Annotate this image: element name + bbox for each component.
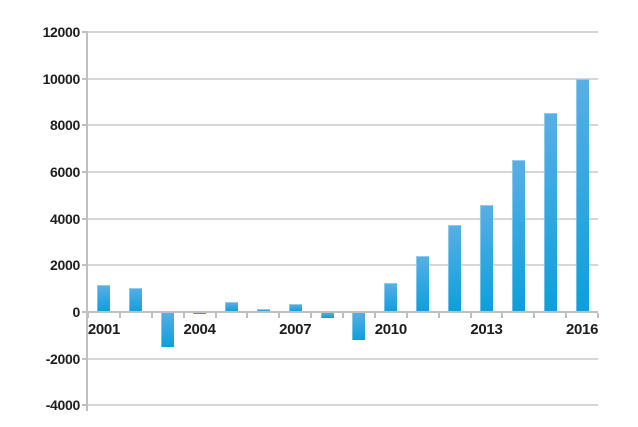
bar-2008 [320,312,334,318]
gridline-2000 [88,264,598,267]
x-axis-tick-0 [87,313,89,319]
x-axis-label-2010: 2010 [374,321,407,339]
bar-2006 [256,308,270,313]
x-axis-tick-10 [405,313,408,319]
y-axis-label-6000: 6000 [50,164,80,181]
x-axis-tick-9 [373,313,376,319]
x-axis-label-2007: 2007 [279,321,312,339]
y-axis-tick-10000 [82,77,88,80]
bar-2003 [161,312,175,348]
y-axis-label-10000: 10000 [42,70,81,87]
gridline-10000 [88,77,598,80]
x-axis-tick-11 [437,313,440,319]
y-axis-tick-8000 [82,124,88,127]
bar-2015 [543,112,557,313]
bar-2004 [193,312,207,315]
y-axis-tick-6000 [82,171,88,174]
x-axis-tick-6 [278,313,281,319]
x-axis-tick-5 [246,313,249,319]
bar-2005 [224,301,238,313]
x-axis-label-2004: 2004 [183,321,216,339]
y-axis-tick-2000 [82,264,88,267]
y-axis-label-2000: 2000 [50,257,80,274]
gridline-6000 [88,171,598,174]
x-axis-tick-13 [501,313,504,319]
y-axis-tick-12000 [82,31,88,33]
y-axis-tick-4000 [82,217,88,220]
gridline--2000 [88,357,598,360]
bar-2012 [448,224,462,313]
gridline-8000 [88,124,598,127]
bar-2016 [575,78,589,313]
y-axis-tick-0 [82,311,88,314]
bar-2011 [416,256,430,313]
y-axis-tick--4000 [82,404,88,407]
x-axis-tick-16 [597,313,599,319]
y-axis-label--4000: -4000 [45,397,81,414]
y-axis-tick--2000 [82,357,88,360]
bar-2009 [352,312,366,341]
bar-2001 [97,285,111,313]
x-axis-tick-15 [565,313,568,319]
gridline--4000 [88,404,598,407]
x-axis-tick-12 [469,313,472,319]
x-axis-label-2001: 2001 [87,321,121,339]
y-axis-label-4000: 4000 [50,210,80,227]
x-axis-tick-8 [342,313,344,319]
x-axis-tick-14 [533,313,536,319]
x-axis-tick-3 [182,313,185,319]
x-axis-label-2013: 2013 [470,321,503,339]
y-axis-label--2000: -2000 [45,350,81,367]
x-axis-label-2016: 2016 [565,321,599,339]
x-axis-tick-4 [214,313,217,319]
y-axis-label-0: 0 [72,304,81,321]
bar-2002 [129,287,143,313]
y-axis-line [86,32,88,412]
x-axis-tick-1 [118,313,121,319]
bar-2014 [511,160,525,313]
gridline-4000 [88,217,598,220]
x-axis-tick-2 [150,313,153,319]
y-axis-label-12000: 12000 [42,24,81,40]
gridline-12000 [88,31,598,33]
x-axis-tick-7 [310,313,313,319]
x-axis-line [88,311,598,314]
bar-2010 [384,282,398,313]
y-axis-label-8000: 8000 [50,117,80,134]
bar-2007 [288,303,302,313]
bar-2013 [479,204,493,313]
